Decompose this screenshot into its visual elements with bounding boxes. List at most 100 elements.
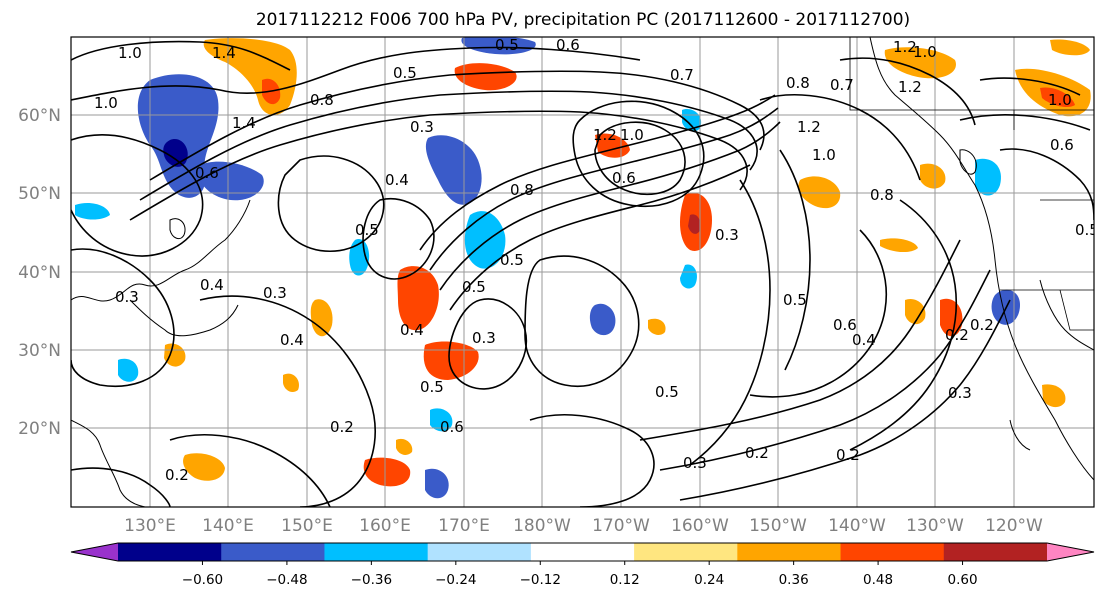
contour-label: 0.5 (1075, 221, 1099, 239)
colorbar-extend-high (1047, 543, 1094, 561)
colorbar-tick-label: 0.60 (948, 572, 978, 588)
lon-label: 170°E (438, 516, 490, 536)
contour-label: 0.5 (355, 221, 379, 239)
colorbar-tick-label: −0.48 (266, 572, 307, 588)
map-panel: 1.0 1.4 0.5 0.6 1.2 1.0 0.5 0.7 0.8 1.0 … (70, 36, 1099, 508)
contour-label: 0.5 (420, 378, 444, 396)
positive-anomaly (920, 163, 946, 189)
contour-label: 1.0 (94, 94, 118, 112)
positive-anomaly-strong (1040, 87, 1075, 108)
contour-label: 0.2 (836, 446, 860, 464)
precipitation-shading (75, 37, 1091, 499)
colorbar-ticks: −0.60 −0.48 −0.36 −0.24 −0.12 0.12 0.24 0.36 0.4… (182, 561, 978, 588)
graticule (71, 37, 1094, 507)
contour-label: 0.6 (440, 418, 464, 436)
contour-label: 0.3 (263, 284, 287, 302)
contour-label: 0.7 (830, 76, 854, 94)
negative-anomaly (425, 135, 482, 205)
contour-label: 0.8 (310, 91, 334, 109)
positive-anomaly (798, 176, 841, 209)
contour-label: 0.4 (385, 171, 409, 189)
colorbar-tick-label: −0.36 (351, 572, 392, 588)
contour-label: 1.0 (812, 146, 836, 164)
positive-anomaly (1050, 39, 1090, 56)
colorbar-tick-label: 0.48 (863, 572, 893, 588)
lon-label: 130°W (906, 516, 964, 536)
positive-anomaly (423, 341, 479, 380)
positive-anomaly (884, 47, 956, 79)
lon-label: 140°E (202, 516, 254, 536)
negative-anomaly-light (464, 211, 506, 269)
lon-label: 130°E (124, 516, 176, 536)
lon-label: 140°W (828, 516, 886, 536)
longitude-labels: 130°E 140°E 150°E 160°E 170°E 180°W 170°… (124, 516, 1043, 536)
positive-anomaly (363, 457, 411, 487)
colorbar-tick-label: −0.12 (520, 572, 561, 588)
contour-label: 1.2 (593, 126, 617, 144)
positive-anomaly (283, 373, 299, 393)
contour-label: 0.2 (945, 326, 969, 344)
negative-anomaly-light (75, 203, 110, 220)
contour-label: 1.2 (898, 78, 922, 96)
contour-label: 0.8 (510, 181, 534, 199)
contour-label: 0.3 (683, 454, 707, 472)
negative-anomaly-light (430, 408, 453, 432)
positive-anomaly (648, 318, 666, 335)
negative-anomaly-light (680, 264, 697, 289)
colorbar-cell (634, 543, 738, 561)
colorbar-tick-label: −0.24 (435, 572, 476, 588)
positive-anomaly (164, 343, 186, 367)
lat-label: 20°N (18, 419, 61, 439)
lon-label: 160°E (359, 516, 411, 536)
contour-label: 0.3 (472, 329, 496, 347)
contour-label: 0.8 (786, 74, 810, 92)
contour-label: 1.0 (620, 126, 644, 144)
contour-label: 0.2 (330, 418, 354, 436)
lon-label: 120°W (985, 516, 1043, 536)
contour-label: 1.2 (893, 38, 917, 56)
contour-label: 0.4 (400, 321, 424, 339)
colorbar-extend-low (71, 543, 118, 561)
contour-label: 0.6 (195, 164, 219, 182)
contour-label: 0.2 (165, 466, 189, 484)
contour-labels: 1.0 1.4 0.5 0.6 1.2 1.0 0.5 0.7 0.8 1.0 … (94, 36, 1099, 484)
colorbar-cell (118, 543, 222, 561)
positive-anomaly (183, 453, 225, 481)
positive-anomaly (880, 238, 918, 253)
coastlines (71, 37, 1094, 507)
negative-anomaly (425, 468, 449, 499)
lat-label: 40°N (18, 263, 61, 283)
colorbar-cell (943, 543, 1048, 561)
lat-label: 60°N (18, 106, 61, 126)
contour-label: 0.5 (495, 36, 519, 54)
latitude-labels: 60°N 50°N 40°N 30°N 20°N (18, 106, 61, 439)
contour-label: 0.6 (833, 316, 857, 334)
contour-label: 0.3 (115, 288, 139, 306)
contour-label: 0.5 (783, 291, 807, 309)
colorbar-cell (427, 543, 532, 561)
contour-label: 1.0 (118, 44, 142, 62)
negative-anomaly-core (163, 139, 188, 167)
contour-label: 0.5 (462, 278, 486, 296)
positive-anomaly-core (688, 214, 701, 234)
contour-label: 0.8 (870, 186, 894, 204)
contour-label: 0.4 (852, 331, 876, 349)
contour-label: 1.2 (797, 118, 821, 136)
lon-label: 150°E (281, 516, 333, 536)
contour-label: 0.4 (200, 276, 224, 294)
colorbar-tick-label: 0.24 (694, 572, 724, 588)
lon-label: 180°W (513, 516, 571, 536)
lat-label: 30°N (18, 341, 61, 361)
positive-anomaly (396, 438, 413, 455)
contour-label: 0.5 (500, 251, 524, 269)
positive-anomaly (905, 298, 926, 325)
contour-label: 0.5 (393, 64, 417, 82)
contour-label: 0.3 (715, 226, 739, 244)
colorbar-tick-label: 0.36 (779, 572, 809, 588)
negative-anomaly (137, 74, 219, 198)
colorbar-cell (221, 543, 325, 561)
contour-label: 0.4 (280, 331, 304, 349)
contour-label: 1.4 (232, 114, 256, 132)
colorbar-tick-label: −0.60 (182, 572, 223, 588)
